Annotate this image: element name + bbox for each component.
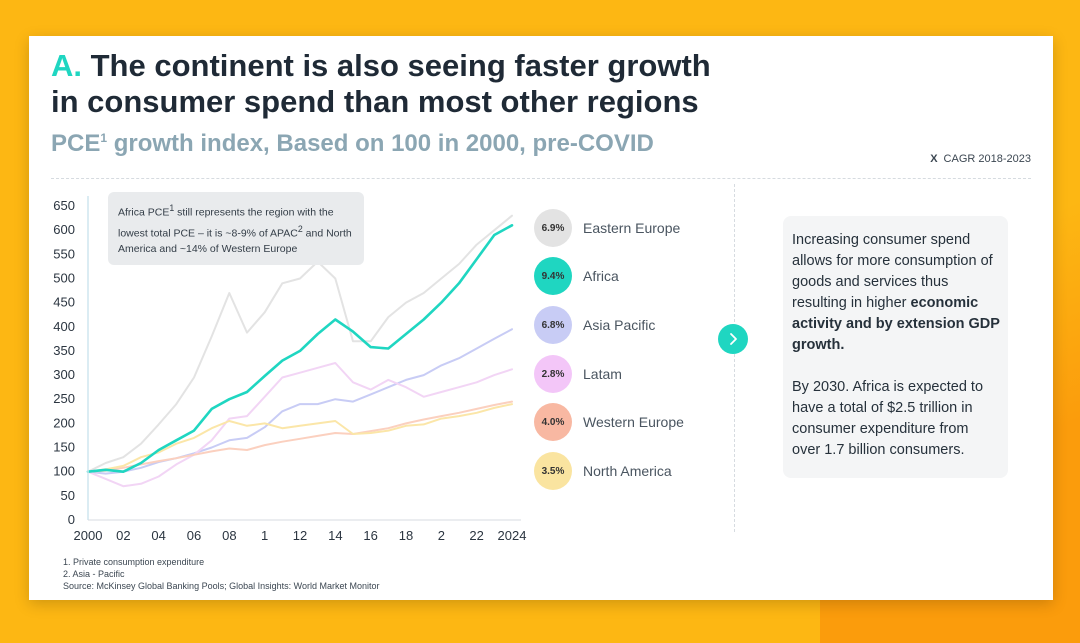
- legend-item-latam: 2.8% Latam: [534, 355, 724, 395]
- subtitle-pce: PCE: [51, 130, 101, 157]
- x-tick-label: 2024: [498, 528, 527, 543]
- legend-label: North America: [583, 463, 672, 479]
- x-tick-label: 14: [328, 528, 342, 543]
- line-chart: 0 50 100 150 200 250 300 350 400 450 500 550 600 650 2…: [53, 196, 527, 543]
- chart-annotation: Africa PCE1 still represents the region …: [108, 192, 364, 265]
- info-paragraph-2: By 2030. Africa is expected to have a to…: [792, 379, 984, 458]
- x-tick-label: 2000: [74, 528, 103, 543]
- legend-label: Western Europe: [583, 414, 684, 430]
- legend-cagr-badge: 9.4%: [534, 257, 572, 295]
- x-tick-label: 22: [469, 528, 483, 543]
- annotation-text-3: and North America and ~14% of Western Eu…: [118, 227, 352, 255]
- footnote-2: 2. Asia - Pacific: [63, 569, 125, 579]
- y-tick-label: 650: [53, 198, 75, 213]
- legend-label: Latam: [583, 366, 622, 382]
- series-line-western-europe: [87, 400, 513, 473]
- legend-label: Africa: [583, 268, 619, 284]
- section-letter: A.: [51, 48, 82, 83]
- y-tick-label: 550: [53, 246, 75, 261]
- legend-item-africa: 9.4% Africa: [534, 257, 724, 297]
- next-arrow-button[interactable]: [718, 324, 748, 354]
- chevron-right-icon: [730, 333, 737, 345]
- info-bold-text: economic activity and by extension GDP g…: [792, 295, 1000, 353]
- legend-item-western-europe: 4.0% Western Europe: [534, 403, 724, 443]
- annotation-text-2: still represents the region with the low…: [118, 206, 334, 240]
- legend-cagr-badge: 6.9%: [534, 209, 572, 247]
- header-divider: [51, 178, 1031, 179]
- y-tick-label: 200: [53, 415, 75, 430]
- info-panel: Increasing consumer spend allows for mor…: [783, 216, 1008, 478]
- series-line-north-america: [87, 403, 513, 473]
- y-tick-label: 400: [53, 319, 75, 334]
- legend-cagr-badge: 6.8%: [534, 306, 572, 344]
- title-line-1: The continent is also seeing faster grow…: [90, 48, 711, 83]
- subtitle-text: growth index, Based on 100 in 2000, pre-…: [107, 130, 654, 157]
- legend-label: Eastern Europe: [583, 220, 681, 236]
- info-text-1: Increasing consumer spend allows for mor…: [792, 232, 993, 311]
- x-tick-label: 12: [293, 528, 307, 543]
- x-tick-label: 2: [438, 528, 445, 543]
- series-line-eastern-europe: [87, 214, 513, 473]
- legend-item-eastern-europe: 6.9% Eastern Europe: [534, 209, 724, 249]
- x-tick-label: 1: [261, 528, 268, 543]
- footnote-1: 1. Private consumption expenditure: [63, 557, 205, 567]
- legend-cagr-badge: 3.5%: [534, 452, 572, 490]
- y-tick-label: 500: [53, 270, 75, 285]
- title-line-2: in consumer spend than most other region…: [51, 84, 699, 119]
- y-tick-label: 50: [61, 488, 75, 503]
- cagr-marker: X: [930, 153, 938, 165]
- y-tick-label: 0: [68, 512, 75, 527]
- y-tick-label: 450: [53, 295, 75, 310]
- x-tick-label: 16: [363, 528, 377, 543]
- chart-subtitle: PCE1 growth index, Based on 100 in 2000,…: [51, 130, 654, 158]
- y-tick-label: 300: [53, 367, 75, 382]
- annotation-ref-2: 2: [297, 223, 303, 234]
- page-title: A. The continent is also seeing faster g…: [51, 48, 711, 120]
- annotation-ref-1: 1: [169, 203, 175, 213]
- x-tick-label: 02: [116, 528, 130, 543]
- cagr-label: CAGR 2018-2023: [943, 153, 1031, 165]
- x-tick-label: 08: [222, 528, 236, 543]
- footnotes: 1. Private consumption expenditure 2. As…: [63, 556, 379, 592]
- subtitle-footnote-ref: 1: [100, 131, 108, 145]
- legend-item-asia-pacific: 6.8% Asia Pacific: [534, 306, 724, 346]
- legend-cagr-badge: 2.8%: [534, 355, 572, 393]
- y-tick-label: 100: [53, 464, 75, 479]
- y-tick-label: 150: [53, 440, 75, 455]
- legend-label: Asia Pacific: [583, 317, 656, 333]
- info-paragraph-1: Increasing consumer spend allows for mor…: [792, 230, 1000, 356]
- legend-cagr-badge: 4.0%: [534, 403, 572, 441]
- y-tick-label: 600: [53, 222, 75, 237]
- source-note: Source: McKinsey Global Banking Pools; G…: [63, 581, 380, 591]
- y-tick-label: 250: [53, 391, 75, 406]
- slide-card: A. The continent is also seeing faster g…: [29, 36, 1053, 600]
- x-tick-label: 18: [399, 528, 413, 543]
- vertical-divider: [734, 184, 735, 532]
- cagr-legend-note: X CAGR 2018-2023: [930, 153, 1031, 165]
- x-tick-label: 04: [151, 528, 165, 543]
- series-line-latam: [87, 362, 513, 488]
- annotation-text-1: Africa PCE: [118, 206, 170, 219]
- legend-item-north-america: 3.5% North America: [534, 452, 724, 492]
- x-tick-label: 06: [187, 528, 201, 543]
- y-tick-label: 350: [53, 343, 75, 358]
- series-line-africa: [86, 224, 514, 474]
